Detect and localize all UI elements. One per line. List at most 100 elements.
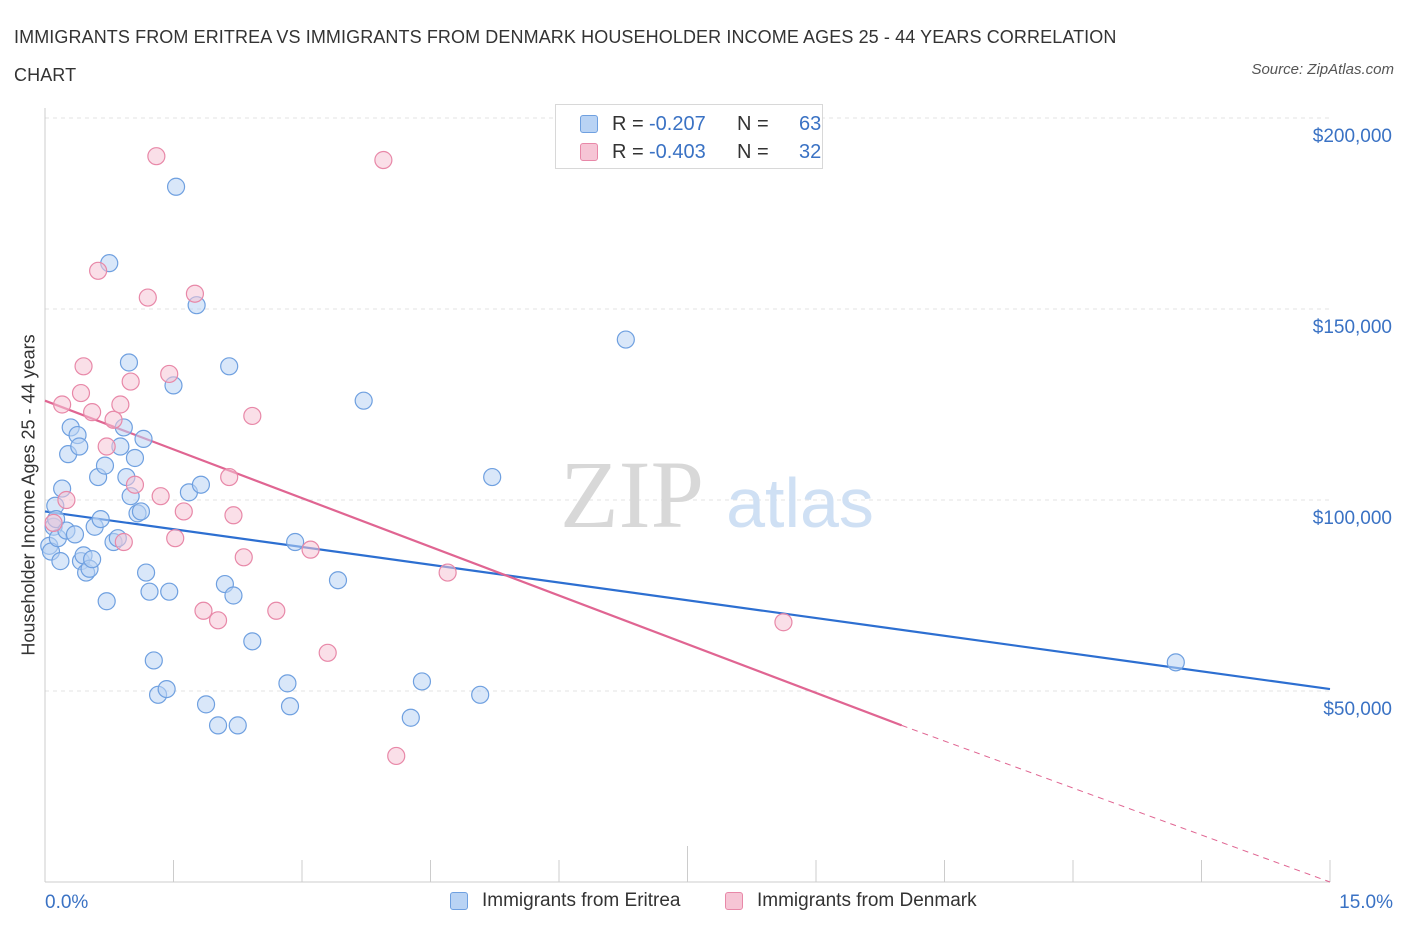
r-label: R = (612, 113, 644, 135)
eritrea-point (471, 685, 490, 704)
r-value: -0.403 (649, 141, 706, 163)
denmark-point (57, 490, 76, 510)
y-tick-labels: $50,000 $100,000 $150,000 $200,000 (1313, 126, 1392, 720)
denmark-point (125, 475, 145, 494)
eritrea-point (136, 563, 156, 582)
eritrea-point (119, 353, 139, 372)
y-tick-label: $50,000 (1323, 699, 1392, 720)
denmark-point (83, 403, 102, 422)
eritrea-point (208, 716, 228, 735)
n-label: N = (737, 141, 769, 163)
denmark-point (224, 506, 243, 525)
eritrea-point (328, 571, 348, 590)
eritrea-point (224, 586, 243, 605)
eritrea-point (131, 502, 151, 521)
denmark-point (301, 540, 320, 559)
grid-lines (45, 117, 1330, 692)
eritrea-trend-line (44, 510, 1331, 691)
denmark-point (147, 147, 166, 166)
n-value: 32 (799, 141, 822, 163)
denmark-point (74, 357, 93, 376)
eritrea-point (125, 448, 145, 468)
eritrea-point (280, 697, 300, 716)
eritrea-point (51, 552, 70, 571)
eritrea-point (196, 695, 216, 714)
x-tick-label: 15.0% (1339, 892, 1393, 913)
denmark-point (194, 601, 213, 620)
denmark-point (185, 284, 205, 303)
denmark-point (438, 563, 457, 582)
n-label: N = (737, 113, 769, 135)
denmark-point (138, 288, 157, 307)
denmark-point (111, 395, 130, 414)
eritrea-point (144, 651, 163, 670)
denmark-legend-label: Immigrants from Denmark (757, 890, 977, 911)
source-label: Source: ZipAtlas.com (1251, 61, 1394, 78)
eritrea-point (83, 550, 102, 569)
y-axis-title: Householder Income Ages 25 - 44 years (18, 334, 39, 656)
denmark-point (208, 611, 228, 630)
eritrea-point (191, 475, 211, 494)
eritrea-point (160, 582, 179, 601)
stats-legend: R = -0.207 N = 63 R = -0.403 N = 32 (555, 104, 823, 169)
denmark-point (114, 532, 133, 552)
eritrea-point (166, 177, 186, 196)
eritrea-point (278, 674, 297, 693)
eritrea-point (91, 509, 110, 529)
eritrea-legend-swatch (450, 892, 468, 910)
denmark-point (267, 601, 286, 620)
y-tick-label: $200,000 (1313, 126, 1392, 147)
watermark: ZIP atlas (560, 441, 874, 548)
eritrea-point (140, 582, 159, 601)
eritrea-point (70, 437, 89, 456)
denmark-trend-line (44, 399, 903, 727)
eritrea-point (1166, 653, 1185, 672)
r-label: R = (612, 141, 644, 163)
denmark-point (774, 613, 793, 632)
denmark-trend-extension (901, 724, 1331, 883)
eritrea-point (97, 592, 116, 611)
chart-title: IMMIGRANTS FROM ERITREA VS IMMIGRANTS FR… (14, 27, 1117, 85)
eritrea-point (228, 716, 247, 735)
denmark-point (374, 150, 393, 170)
trend-lines (44, 399, 1331, 883)
denmark-point (387, 746, 406, 766)
eritrea-point (220, 357, 239, 376)
n-value: 63 (799, 113, 822, 135)
watermark-zip: ZIP (560, 441, 704, 548)
y-tick-label: $150,000 (1313, 317, 1392, 338)
eritrea-point (286, 532, 305, 552)
denmark-point (53, 395, 72, 414)
eritrea-point (412, 672, 432, 691)
eritrea-swatch (580, 115, 598, 133)
eritrea-point (243, 632, 262, 651)
eritrea-point (401, 708, 420, 727)
denmark-point (121, 372, 140, 391)
watermark-atlas: atlas (726, 464, 874, 542)
axes (44, 108, 1331, 883)
eritrea-legend-label: Immigrants from Eritrea (482, 890, 681, 911)
eritrea-point (95, 456, 115, 475)
denmark-point (97, 437, 116, 456)
denmark-swatch (580, 143, 598, 161)
denmark-point (151, 487, 170, 506)
x-tick-label: 0.0% (45, 892, 88, 913)
denmark-point (71, 383, 91, 403)
eritrea-point (157, 679, 176, 699)
eritrea-point (134, 429, 153, 448)
denmark-point (160, 364, 179, 384)
denmark-point (243, 406, 262, 426)
denmark-point (89, 261, 108, 280)
y-tick-label: $100,000 (1313, 508, 1392, 529)
x-tick-labels: 0.0% 15.0% (45, 892, 1393, 913)
eritrea-point (354, 391, 373, 410)
eritrea-point (616, 330, 635, 349)
denmark-point (220, 467, 239, 487)
denmark-point (166, 529, 185, 548)
denmark-point (318, 643, 337, 662)
r-value: -0.207 (649, 113, 706, 135)
data-points (40, 147, 1185, 766)
denmark-point (104, 410, 123, 429)
denmark-point (174, 502, 193, 521)
